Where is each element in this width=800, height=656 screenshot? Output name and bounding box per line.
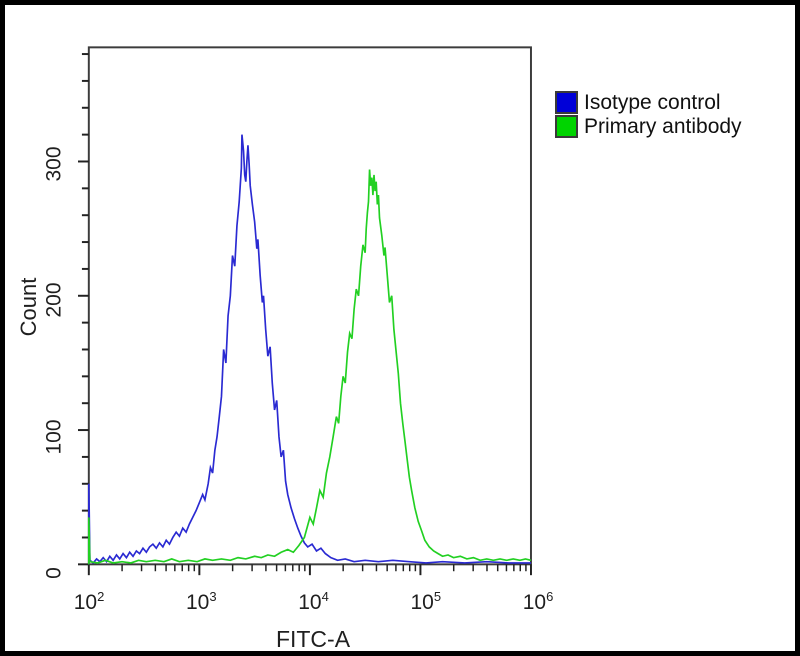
- y-tick-label: 300: [42, 146, 66, 182]
- y-axis-title: Count: [16, 277, 41, 337]
- y-tick-label: 0: [42, 567, 66, 579]
- x-tick-label: 106: [522, 589, 554, 614]
- y-tick-label: 200: [42, 282, 66, 318]
- x-axis-title: FITC-A: [275, 626, 351, 652]
- y-tick-label: 100: [42, 419, 66, 455]
- x-tick-label: 102: [73, 589, 105, 614]
- legend-item-isotype-control: Isotype control: [555, 91, 742, 115]
- isotype-control-swatch-icon: [555, 91, 578, 115]
- primary-antibody-curve: [87, 169, 532, 565]
- x-tick-label: 103: [185, 589, 217, 614]
- legend-label-isotype-control: Isotype control: [584, 91, 721, 114]
- histogram-plot: [77, 46, 532, 576]
- primary-antibody-swatch-icon: [555, 115, 578, 139]
- plot-frame: [87, 46, 532, 566]
- x-tick-label: 104: [298, 589, 329, 614]
- legend-label-primary-antibody: Primary antibody: [584, 115, 742, 139]
- legend: Isotype control Primary antibody: [555, 91, 742, 139]
- legend-item-primary-antibody: Primary antibody: [555, 115, 742, 139]
- x-tick-label: 105: [410, 589, 442, 614]
- isotype-control-curve: [87, 134, 531, 565]
